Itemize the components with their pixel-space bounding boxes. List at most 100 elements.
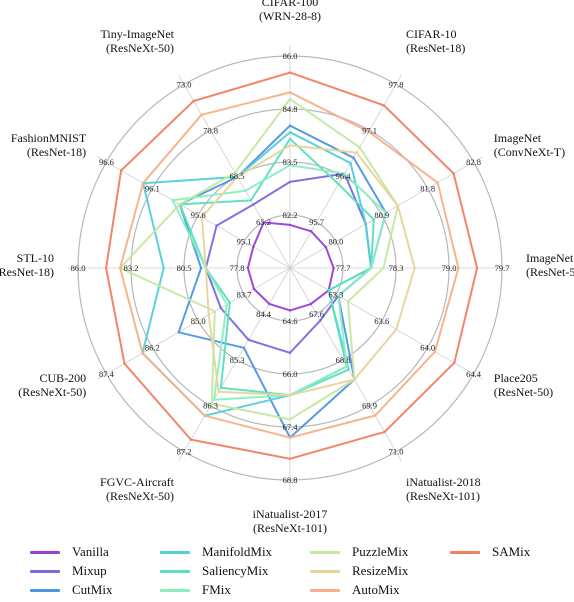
legend-swatch: [30, 550, 60, 554]
data-point: [288, 164, 292, 167]
legend-label: SAMix: [492, 544, 531, 559]
axis-label-model: (WRN-28-8): [259, 9, 321, 23]
axis-label-2: CIFAR-10(ResNet-18): [406, 27, 465, 55]
legend-item-automix: AutoMix: [310, 581, 400, 599]
tick-labels: 82.2 83.5 84.8 86.0 95.7 96.4 97.1 97.8 80.0 80.9…: [71, 51, 510, 485]
axis-label-12: Tiny-ImageNet(ResNeXt-50): [100, 27, 174, 55]
data-point: [319, 319, 322, 322]
tick-label: 84.4: [256, 309, 272, 319]
tick-label: 68.5: [230, 171, 245, 181]
data-point: [337, 294, 340, 298]
data-point: [382, 104, 386, 107]
data-point: [213, 310, 216, 313]
legend-label: Mixup: [72, 563, 107, 578]
data-point: [383, 430, 386, 434]
data-point: [225, 303, 228, 306]
data-point: [210, 402, 213, 405]
legend-item-resizemix: ResizeMix: [310, 562, 408, 580]
data-point: [384, 211, 387, 214]
series-layer: [104, 71, 479, 460]
data-point: [219, 306, 222, 310]
data-point: [345, 365, 348, 368]
axis-labels: CIFAR-100(WRN-28-8)CIFAR-10(ResNet-18)Im…: [0, 0, 574, 535]
legend-label: FMix: [202, 582, 231, 597]
axis-label-3: ImageNet(ConvNeXt-T): [494, 131, 565, 159]
data-point: [382, 266, 385, 270]
data-point: [355, 151, 358, 154]
data-point: [288, 457, 292, 460]
axis-spoke: [289, 75, 402, 269]
data-point: [262, 221, 265, 224]
data-point: [252, 245, 255, 248]
data-point: [288, 351, 292, 354]
legend-label: AutoMix: [352, 582, 400, 597]
tick-label: 65.2: [256, 217, 271, 227]
axis-label-name: STL-10: [17, 251, 54, 265]
axis-label-model: (ResNeXt-101): [406, 489, 480, 503]
grid-layer: [67, 45, 513, 491]
tick-label: 77.7: [336, 263, 351, 273]
data-point: [246, 266, 250, 270]
data-point: [177, 331, 180, 334]
tick-label: 86.0: [71, 263, 86, 273]
data-point: [353, 378, 356, 381]
data-point: [199, 266, 203, 270]
tick-label: 96.6: [99, 157, 114, 167]
data-point: [288, 97, 292, 101]
legend-label: PuzzleMix: [352, 544, 409, 559]
data-point: [252, 203, 255, 206]
tick-label: 81.8: [420, 184, 435, 194]
tick-label: 64.6: [283, 316, 298, 326]
data-point: [288, 309, 292, 312]
axis-label-model: (ResNeXt-50): [106, 41, 174, 55]
data-point: [288, 144, 292, 147]
data-point: [247, 338, 250, 341]
data-point: [236, 175, 239, 179]
axis-label-6: iNatualist-2018(ResNeXt-101): [406, 475, 481, 503]
data-point: [215, 224, 218, 227]
data-point: [337, 182, 340, 186]
tick-label: 80.5: [177, 263, 192, 273]
axis-label-model: (ResNet-18): [406, 41, 465, 55]
data-point: [162, 266, 165, 270]
tick-label: 82.2: [283, 210, 298, 220]
data-point: [288, 124, 292, 127]
series-line-automix: [119, 91, 460, 439]
data-point: [346, 300, 350, 303]
axis-spoke: [178, 75, 291, 269]
data-point: [374, 414, 377, 417]
tick-label: 84.8: [283, 104, 298, 114]
tick-label: 86.2: [145, 343, 160, 353]
data-point: [436, 181, 439, 184]
axis-label-10: STL-10(ResNet-18): [0, 251, 54, 279]
data-point: [324, 246, 328, 249]
legend-item-vanilla: Vanilla: [30, 543, 109, 561]
legend-label: CutMix: [72, 582, 113, 597]
legend-item-puzzlemix: PuzzleMix: [310, 543, 408, 561]
data-point: [367, 130, 370, 133]
legend-label: ManifoldMix: [202, 544, 273, 559]
axis-label-name: CIFAR-10: [406, 27, 456, 41]
tick-label: 95.7: [309, 217, 324, 227]
tick-label: 77.8: [230, 263, 245, 273]
data-point: [207, 313, 210, 317]
tick-label: 71.0: [389, 447, 404, 457]
axis-label-model: (ResNet-18): [0, 265, 54, 279]
tick-label: 82.8: [466, 157, 481, 167]
data-point: [288, 418, 292, 421]
tick-label: 95.6: [191, 210, 206, 220]
data-point: [288, 137, 292, 140]
axis-label-11: FashionMNIST(ResNet-18): [11, 131, 87, 159]
tick-label: 83.5: [283, 157, 298, 167]
data-point: [123, 362, 126, 365]
data-point: [200, 113, 203, 117]
axis-label-name: ImageNet: [526, 251, 574, 265]
tick-label: 67.4: [283, 422, 299, 432]
data-point: [192, 99, 195, 103]
data-point: [452, 172, 455, 175]
data-point: [358, 146, 361, 149]
data-point: [118, 266, 122, 270]
data-point: [395, 328, 398, 331]
tick-label: 97.1: [362, 125, 377, 135]
data-point: [249, 199, 253, 202]
